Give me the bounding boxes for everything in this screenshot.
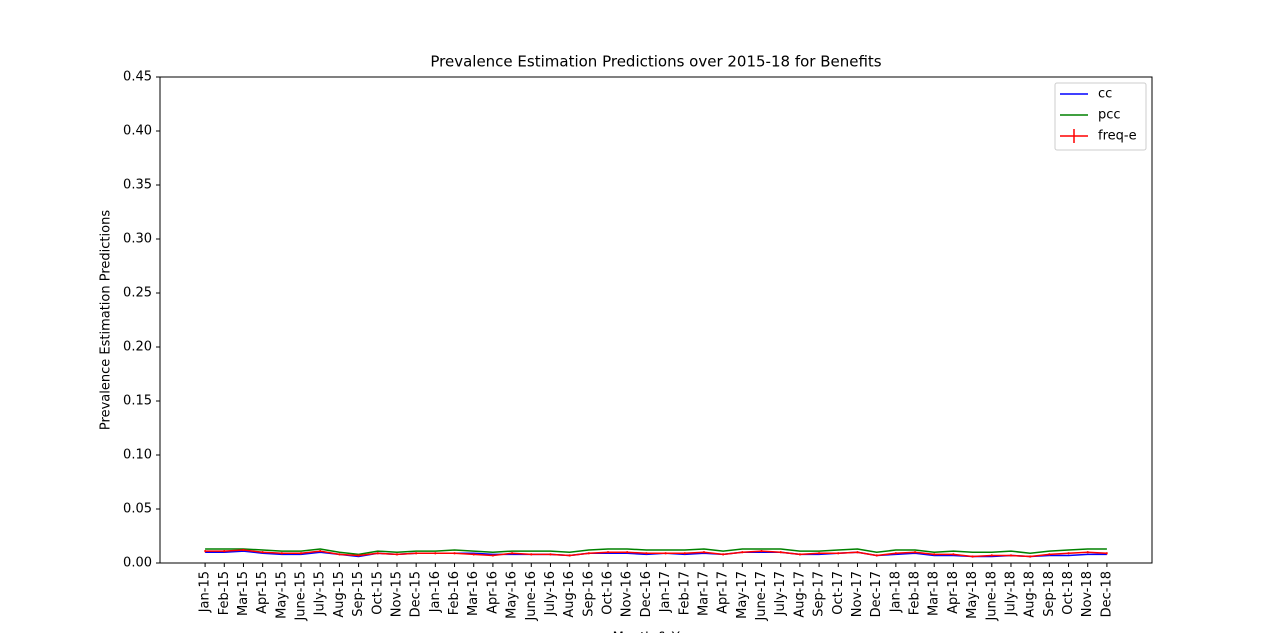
x-tick-label: June-17 — [754, 571, 769, 622]
x-tick-label: Mar-18 — [927, 571, 942, 616]
x-tick-label: Oct-18 — [1061, 571, 1076, 615]
x-tick-label: Oct-16 — [601, 571, 616, 615]
y-tick-label: 0.05 — [123, 502, 152, 517]
x-axis-label: Month & Year — [613, 631, 700, 633]
x-tick-label: Aug-17 — [792, 571, 807, 618]
y-tick-label: 0.20 — [123, 340, 152, 355]
x-tick-label: Apr-18 — [946, 571, 961, 614]
x-tick-label: Sep-18 — [1042, 571, 1057, 617]
x-tick-label: Feb-17 — [677, 571, 692, 615]
y-tick-label: 0.00 — [123, 556, 152, 571]
x-tick-label: May-18 — [965, 571, 980, 619]
x-tick-label: Jan-16 — [428, 571, 443, 613]
x-tick-label: May-16 — [505, 571, 520, 619]
x-tick-label: Aug-15 — [332, 571, 347, 618]
x-tick-label: Feb-18 — [908, 571, 923, 615]
x-tick-label: Aug-16 — [562, 571, 577, 618]
x-tick-label: Apr-17 — [716, 571, 731, 614]
legend-box — [1054, 82, 1147, 151]
x-tick-label: Sep-16 — [581, 571, 596, 617]
x-tick-label: July-17 — [773, 571, 788, 616]
x-tick-label: Apr-16 — [485, 571, 500, 614]
x-tick-label: Nov-17 — [850, 571, 865, 617]
x-tick-label: Jan-18 — [888, 571, 903, 613]
chart-title: Prevalence Estimation Predictions over 2… — [430, 53, 881, 71]
y-tick-label: 0.15 — [123, 394, 152, 409]
legend-label: pcc — [1098, 108, 1121, 123]
x-tick-label: July-16 — [543, 571, 558, 616]
x-tick-label: Dec-15 — [409, 571, 424, 617]
y-tick-label: 0.45 — [123, 70, 152, 85]
x-tick-label: Jan-15 — [198, 571, 213, 613]
y-axis-label: Prevalence Estimation Predictions — [99, 210, 114, 430]
x-tick-label: Oct-15 — [370, 571, 385, 615]
y-tick-label: 0.10 — [123, 448, 152, 463]
x-tick-label: June-16 — [524, 571, 539, 622]
y-tick-label: 0.35 — [123, 178, 152, 193]
y-tick-label: 0.40 — [123, 124, 152, 139]
x-tick-label: July-18 — [1003, 571, 1018, 616]
x-tick-label: Nov-18 — [1080, 571, 1095, 617]
x-tick-label: Oct-17 — [831, 571, 846, 615]
x-tick-label: Dec-17 — [869, 571, 884, 617]
x-tick-label: Apr-15 — [255, 571, 270, 614]
series-line — [205, 548, 1107, 556]
x-tick-label: Feb-15 — [217, 571, 232, 615]
x-tick-label: June-18 — [984, 571, 999, 622]
x-tick-label: Dec-16 — [639, 571, 654, 617]
x-tick-label: May-17 — [735, 571, 750, 619]
x-tick-label: Sep-15 — [351, 571, 366, 617]
x-tick-label: Aug-18 — [1023, 571, 1038, 618]
legend-label: cc — [1098, 87, 1112, 102]
x-tick-label: Mar-15 — [236, 571, 251, 616]
x-tick-label: Sep-17 — [812, 571, 827, 617]
legend-label: freq-e — [1098, 129, 1137, 144]
y-tick-label: 0.25 — [123, 286, 152, 301]
x-tick-label: Nov-15 — [389, 571, 404, 617]
x-tick-label: Mar-16 — [466, 571, 481, 616]
x-tick-label: July-15 — [313, 571, 328, 616]
x-tick-label: Jan-17 — [658, 571, 673, 613]
x-tick-label: June-15 — [294, 571, 309, 622]
plot-frame — [159, 76, 1153, 564]
x-tick-label: Mar-17 — [696, 571, 711, 616]
x-tick-label: May-15 — [274, 571, 289, 619]
series-line — [205, 549, 1107, 558]
x-tick-label: Nov-16 — [620, 571, 635, 617]
x-tick-label: Dec-18 — [1099, 571, 1114, 617]
x-tick-label: Feb-16 — [447, 571, 462, 615]
y-tick-label: 0.30 — [123, 232, 152, 247]
